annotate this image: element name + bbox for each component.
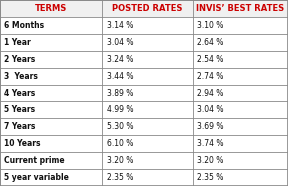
Text: 7 Years: 7 Years bbox=[4, 122, 36, 131]
Text: 3.74 %: 3.74 % bbox=[197, 139, 224, 148]
Text: 2.74 %: 2.74 % bbox=[197, 72, 224, 81]
Text: 3.69 %: 3.69 % bbox=[197, 122, 224, 131]
Bar bbox=[0, 34, 288, 51]
Text: 2.54 %: 2.54 % bbox=[197, 55, 224, 64]
Text: INVIS’ BEST RATES: INVIS’ BEST RATES bbox=[196, 4, 285, 13]
Text: 10 Years: 10 Years bbox=[4, 139, 41, 148]
Text: 3.89 %: 3.89 % bbox=[107, 89, 133, 97]
Text: POSTED RATES: POSTED RATES bbox=[112, 4, 183, 13]
Text: 4 Years: 4 Years bbox=[4, 89, 36, 97]
Text: 2.35 %: 2.35 % bbox=[107, 173, 133, 182]
Text: 3.04 %: 3.04 % bbox=[197, 105, 224, 114]
Text: 3.04 %: 3.04 % bbox=[107, 38, 133, 47]
Text: 3  Years: 3 Years bbox=[4, 72, 38, 81]
Text: 3.20 %: 3.20 % bbox=[197, 156, 224, 165]
Bar bbox=[0, 169, 288, 186]
Text: 3.14 %: 3.14 % bbox=[107, 21, 133, 30]
Text: 3.24 %: 3.24 % bbox=[107, 55, 133, 64]
Bar bbox=[0, 85, 288, 101]
Bar bbox=[0, 152, 288, 169]
Bar bbox=[0, 17, 288, 34]
Text: 2 Years: 2 Years bbox=[4, 55, 36, 64]
Text: 5 Years: 5 Years bbox=[4, 105, 35, 114]
Text: 2.64 %: 2.64 % bbox=[197, 38, 224, 47]
Bar bbox=[0, 118, 288, 135]
Text: 3.44 %: 3.44 % bbox=[107, 72, 133, 81]
Text: 5 year variable: 5 year variable bbox=[4, 173, 69, 182]
Text: 6 Months: 6 Months bbox=[4, 21, 44, 30]
Text: 2.94 %: 2.94 % bbox=[197, 89, 224, 97]
Bar bbox=[0, 0, 288, 17]
Text: 4.99 %: 4.99 % bbox=[107, 105, 133, 114]
Text: 3.10 %: 3.10 % bbox=[197, 21, 224, 30]
Bar bbox=[0, 68, 288, 85]
Text: 2.35 %: 2.35 % bbox=[197, 173, 224, 182]
Bar bbox=[0, 51, 288, 68]
Text: 3.20 %: 3.20 % bbox=[107, 156, 133, 165]
Text: 1 Year: 1 Year bbox=[4, 38, 31, 47]
Text: 6.10 %: 6.10 % bbox=[107, 139, 133, 148]
Bar bbox=[0, 135, 288, 152]
Bar bbox=[0, 101, 288, 118]
Text: Current prime: Current prime bbox=[4, 156, 65, 165]
Text: 5.30 %: 5.30 % bbox=[107, 122, 133, 131]
Text: TERMS: TERMS bbox=[35, 4, 67, 13]
